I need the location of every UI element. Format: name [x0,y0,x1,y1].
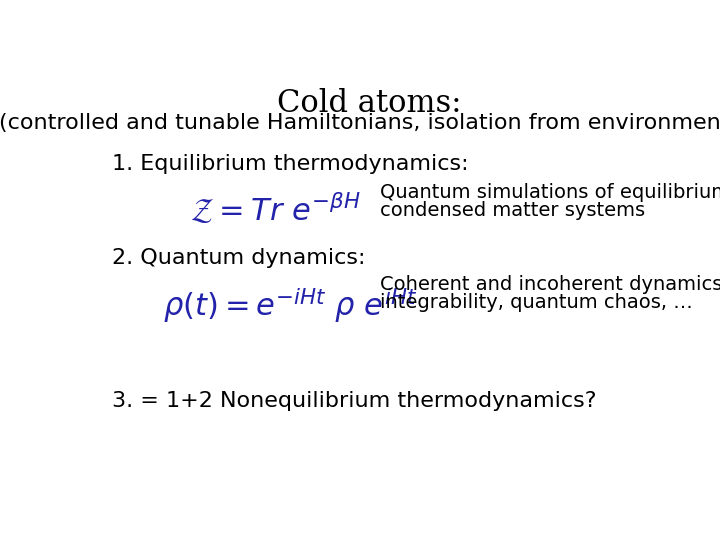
Text: condensed matter systems: condensed matter systems [380,201,645,220]
Text: Coherent and incoherent dynamics,: Coherent and incoherent dynamics, [380,275,720,294]
Text: $\rho(t) = e^{-iHt}\ \rho\ e^{iHt}$: $\rho(t) = e^{-iHt}\ \rho\ e^{iHt}$ [163,286,417,325]
Text: (controlled and tunable Hamiltonians, isolation from environment): (controlled and tunable Hamiltonians, is… [0,113,720,133]
Text: Quantum simulations of equilibrium: Quantum simulations of equilibrium [380,183,720,202]
Text: 3. = 1+2 Nonequilibrium thermodynamics?: 3. = 1+2 Nonequilibrium thermodynamics? [112,391,597,411]
Text: 1. Equilibrium thermodynamics:: 1. Equilibrium thermodynamics: [112,154,469,174]
Text: integrability, quantum chaos, …: integrability, quantum chaos, … [380,293,693,312]
Text: 2. Quantum dynamics:: 2. Quantum dynamics: [112,248,366,268]
Text: $\mathcal{Z} = \mathit{Tr}\ e^{-\beta H}$: $\mathcal{Z} = \mathit{Tr}\ e^{-\beta H}… [190,192,361,227]
Text: Cold atoms:: Cold atoms: [276,87,462,119]
